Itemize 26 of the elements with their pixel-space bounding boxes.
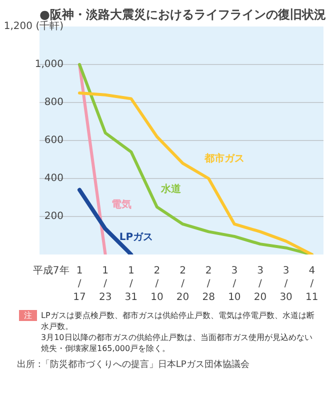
x-tick-label: 3/20 <box>254 266 267 303</box>
x-tick-label: 3/10 <box>228 266 241 303</box>
text: 出所 :「防災都市づくりへの提言」日本LPガス団体協議会 <box>17 359 250 372</box>
y-tick-label: 600 <box>44 135 64 146</box>
y-tick-label: 1,000 <box>34 59 64 70</box>
x-tick-label: 1/17 <box>73 266 86 303</box>
x-tick-label: 3/30 <box>280 266 292 303</box>
x-tick-label: 4/11 <box>306 266 318 303</box>
x-tick-label: 2/28 <box>202 266 215 303</box>
text: 注 <box>19 310 37 321</box>
text: 3月10日以降の都市ガスの供給停止戸数は、当面都市ガス使用が見込めない焼失・倒壊家屋165,000戸を除く。 <box>41 332 314 354</box>
series-label: LPガス <box>119 232 154 243</box>
x-tick-label: 2/20 <box>176 266 190 303</box>
y-tick-label: 400 <box>44 173 64 184</box>
chart-title: ●阪神・淡路大震災におけるライフラインの復旧状況 <box>40 8 326 22</box>
text: LPガスは要点検戸数、都市ガスは供給停止戸数、電気は停電戸数、水道は断水戸数。 <box>41 310 316 332</box>
y-tick-label: 800 <box>44 97 64 108</box>
series-label: 都市ガス <box>204 152 245 164</box>
x-tick-label: 1/31 <box>124 266 138 303</box>
y-tick-label: 1,200 (千軒) <box>4 20 64 32</box>
x-axis-title: 平成7年 <box>32 264 70 276</box>
y-tick-label: 200 <box>44 211 64 222</box>
x-tick-label: 1/23 <box>98 266 112 303</box>
series-label: 電気 <box>111 198 132 210</box>
series-label: 水道 <box>160 183 182 195</box>
x-tick-label: 2/10 <box>150 266 164 303</box>
